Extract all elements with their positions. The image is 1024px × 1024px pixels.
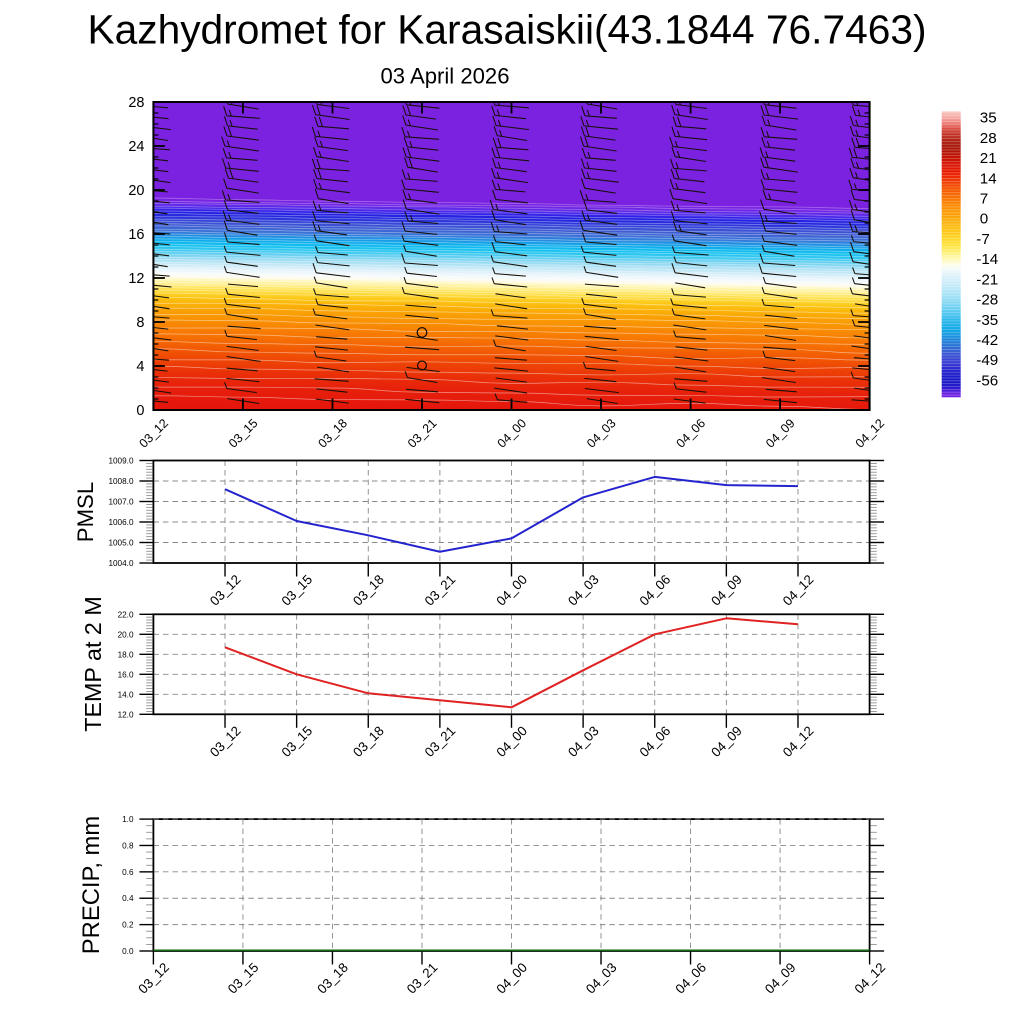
svg-text:-35: -35 — [976, 312, 998, 329]
svg-text:21: 21 — [980, 150, 997, 167]
svg-text:14: 14 — [980, 170, 997, 187]
svg-text:8: 8 — [136, 315, 144, 331]
svg-text:28: 28 — [128, 95, 144, 111]
svg-text:Kazhydromet for Karasaiskii(43: Kazhydromet for Karasaiskii(43.1844 76.7… — [87, 7, 926, 53]
svg-text:1007.0: 1007.0 — [108, 497, 133, 506]
svg-text:16: 16 — [128, 227, 144, 243]
svg-text:12: 12 — [128, 271, 144, 287]
svg-text:-28: -28 — [976, 292, 998, 309]
svg-text:1005.0: 1005.0 — [108, 538, 133, 547]
svg-text:0.8: 0.8 — [122, 841, 134, 850]
svg-text:28: 28 — [980, 130, 997, 147]
svg-text:18.0: 18.0 — [118, 650, 134, 659]
svg-text:16.0: 16.0 — [118, 670, 134, 679]
svg-text:-14: -14 — [976, 251, 998, 268]
svg-text:1009.0: 1009.0 — [108, 456, 133, 465]
svg-text:-21: -21 — [976, 271, 998, 288]
svg-text:0.0: 0.0 — [122, 947, 134, 956]
svg-text:03 April 2026: 03 April 2026 — [381, 63, 510, 88]
svg-text:22.0: 22.0 — [118, 610, 134, 619]
svg-text:7: 7 — [980, 190, 988, 207]
svg-text:0.6: 0.6 — [122, 868, 134, 877]
svg-text:1008.0: 1008.0 — [108, 477, 133, 486]
svg-text:0: 0 — [980, 211, 988, 228]
svg-text:24: 24 — [128, 139, 144, 155]
svg-text:0: 0 — [136, 403, 144, 419]
svg-text:-56: -56 — [976, 372, 998, 389]
svg-text:PRECIP, mm: PRECIP, mm — [78, 816, 105, 954]
svg-text:35: 35 — [980, 110, 997, 127]
svg-text:1.0: 1.0 — [122, 815, 134, 824]
svg-text:4: 4 — [136, 359, 144, 375]
svg-text:20.0: 20.0 — [118, 630, 134, 639]
svg-text:PMSL: PMSL — [73, 482, 98, 542]
svg-text:1004.0: 1004.0 — [108, 559, 133, 568]
svg-text:12.0: 12.0 — [118, 710, 134, 719]
svg-text:-7: -7 — [976, 231, 990, 248]
svg-text:1006.0: 1006.0 — [108, 518, 133, 527]
svg-text:TEMP at 2 M: TEMP at 2 M — [80, 596, 106, 732]
svg-text:-49: -49 — [976, 352, 998, 369]
svg-text:14.0: 14.0 — [118, 690, 134, 699]
svg-text:0.2: 0.2 — [122, 921, 134, 930]
svg-text:20: 20 — [128, 183, 144, 199]
svg-text:0.4: 0.4 — [122, 894, 134, 903]
svg-text:-42: -42 — [976, 332, 998, 349]
